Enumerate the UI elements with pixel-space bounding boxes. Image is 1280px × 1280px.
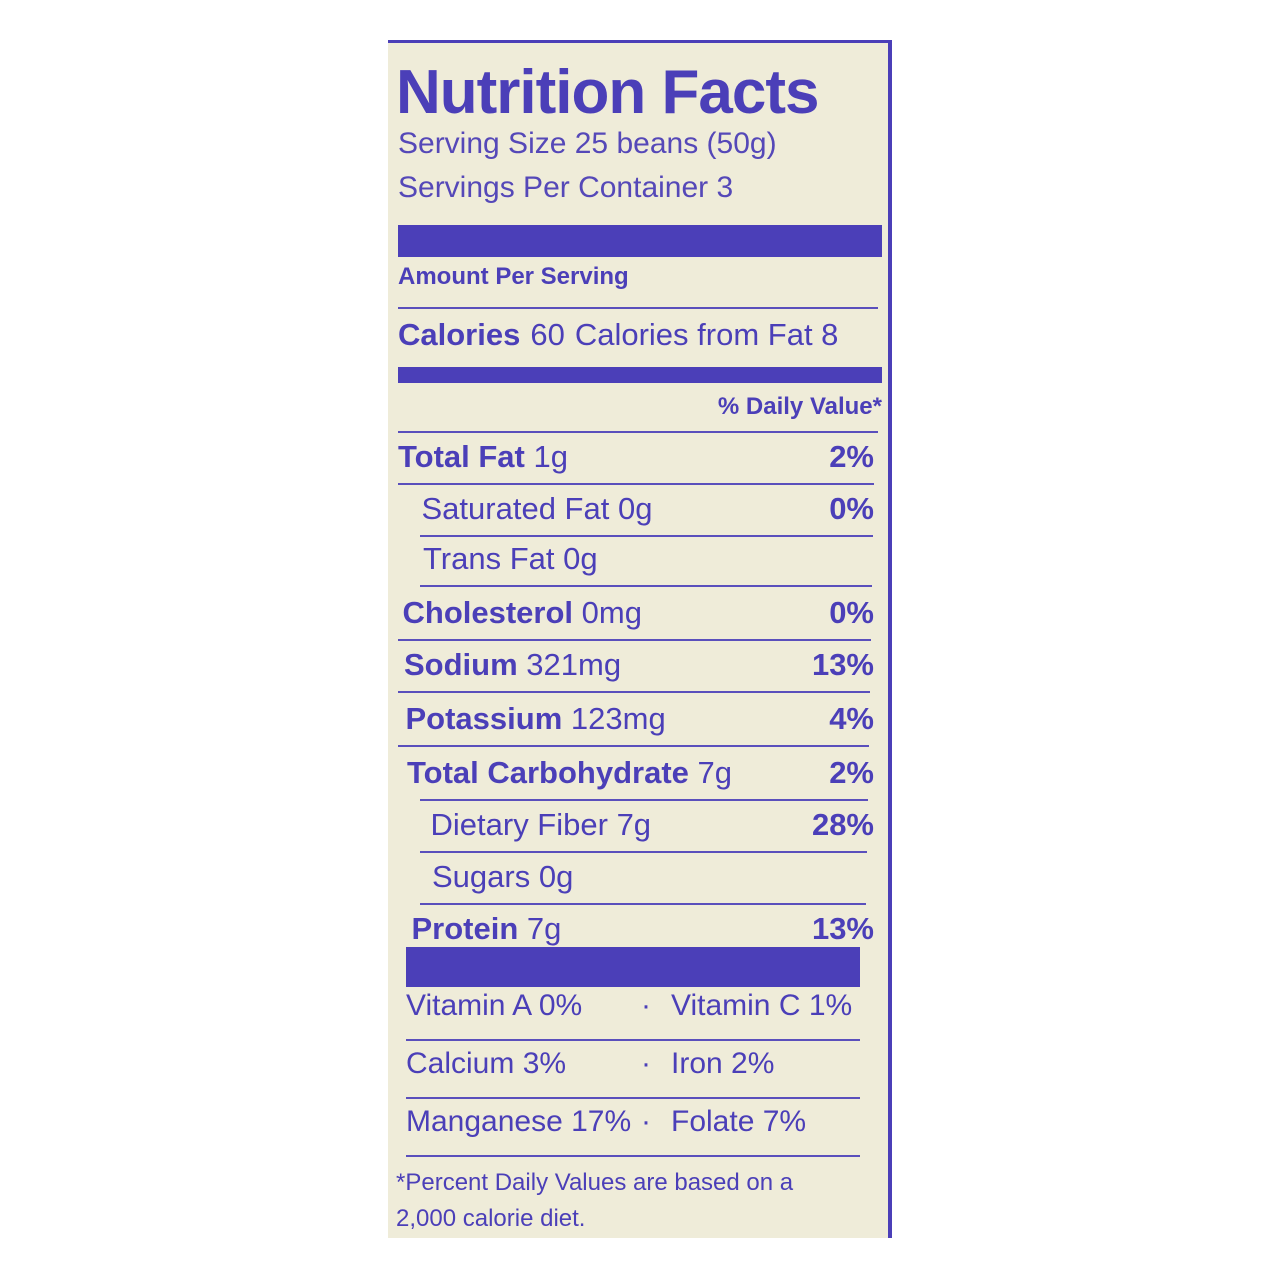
- nutrient-row: Potassium 123mg 4%: [406, 701, 875, 737]
- nutrient-name-amount: Total Fat 1g: [398, 439, 568, 475]
- thick-divider: [398, 225, 882, 257]
- nutrient-amount: 321mg: [526, 647, 622, 682]
- footnote-line: 2,000 calorie diet.: [396, 1205, 586, 1232]
- nutrient-name: Sugars: [432, 859, 531, 894]
- thick-divider: [406, 947, 860, 987]
- amount-per-serving: Amount Per Serving: [398, 263, 629, 290]
- nutrient-amount: 0mg: [581, 595, 642, 630]
- serving-size: Serving Size 25 beans (50g): [398, 127, 777, 160]
- separator-dot: ·: [641, 1047, 651, 1080]
- servings-per-container: Servings Per Container 3: [398, 171, 734, 204]
- nutrient-name-amount: Potassium 123mg: [406, 701, 666, 737]
- nutrient-daily-value: 2%: [829, 755, 874, 790]
- vitamin-right: Folate 7%: [671, 1105, 807, 1138]
- nutrient-name-amount: Sodium 321mg: [404, 647, 621, 683]
- vitamin-row: Calcium 3% · Iron 2%: [406, 1047, 868, 1081]
- nutrient-daily-value: 4%: [829, 701, 874, 736]
- nutrient-row: Sugars 0g: [410, 859, 874, 895]
- nutrient-daily-value: 13%: [811, 911, 874, 946]
- label-title: Nutrition Facts: [396, 58, 819, 127]
- nutrient-amount: 0g: [538, 859, 574, 894]
- calories-row: Calories 60 Calories from Fat 8: [398, 317, 874, 353]
- nutrient-row: Trans Fat 0g: [401, 541, 874, 577]
- divider: [406, 1039, 860, 1041]
- divider: [406, 1155, 860, 1157]
- divider: [398, 307, 878, 309]
- nutrient-name: Saturated Fat: [421, 491, 610, 526]
- nutrient-name-amount: Cholesterol 0mg: [403, 595, 642, 631]
- nutrient-amount: 7g: [526, 911, 562, 946]
- vitamin-row: Vitamin A 0% · Vitamin C 1%: [406, 989, 868, 1023]
- nutrient-amount: 0g: [563, 541, 598, 576]
- nutrient-name-amount: Trans Fat 0g: [423, 541, 598, 577]
- nutrient-name: Total Fat: [398, 439, 525, 474]
- nutrient-name: Sodium: [404, 647, 518, 682]
- nutrient-name: Protein: [411, 911, 519, 946]
- calories-from-fat: Calories from Fat 8: [574, 317, 839, 352]
- nutrient-daily-value: 2%: [829, 439, 874, 474]
- nutrient-daily-value: 13%: [811, 647, 874, 682]
- nutrient-daily-value: 0%: [829, 595, 874, 630]
- divider: [398, 639, 871, 641]
- nutrient-row: Dietary Fiber 7g 28%: [409, 807, 875, 843]
- vitamin-left: Vitamin A 0%: [406, 989, 583, 1022]
- nutrition-facts-label: Nutrition Facts Serving Size 25 beans (5…: [388, 40, 892, 1238]
- divider: [420, 535, 873, 537]
- divider: [420, 903, 866, 905]
- vitamin-right: Iron 2%: [671, 1047, 775, 1080]
- footnote: *Percent Daily Values are based on a 2,0…: [396, 1165, 793, 1237]
- divider: [420, 585, 872, 587]
- nutrient-daily-value: 28%: [811, 807, 874, 842]
- nutrient-amount: 7g: [616, 807, 652, 842]
- vitamin-left: Calcium 3%: [406, 1047, 567, 1080]
- nutrient-row: Cholesterol 0mg 0%: [403, 595, 875, 631]
- nutrient-name: Cholesterol: [402, 595, 574, 630]
- divider: [398, 691, 870, 693]
- vitamin-left: Manganese 17%: [406, 1105, 632, 1138]
- divider: [398, 431, 878, 433]
- separator-dot: ·: [641, 989, 651, 1022]
- nutrient-name-amount: Dietary Fiber 7g: [431, 807, 652, 843]
- divider: [420, 851, 867, 853]
- nutrient-amount: 7g: [697, 755, 733, 790]
- nutrient-row: Total Carbohydrate 7g 2%: [407, 755, 874, 791]
- vitamin-row: Manganese 17% · Folate 7%: [406, 1105, 868, 1139]
- separator-dot: ·: [641, 1105, 651, 1138]
- nutrient-row: Total Fat 1g 2%: [398, 439, 874, 475]
- nutrient-daily-value: 0%: [829, 491, 874, 526]
- divider: [420, 799, 868, 801]
- divider: [398, 483, 874, 485]
- nutrient-name: Trans Fat: [423, 541, 555, 576]
- nutrient-name-amount: Protein 7g: [412, 911, 562, 947]
- nutrient-name-amount: Saturated Fat 0g: [422, 491, 653, 527]
- nutrient-amount: 123mg: [570, 701, 666, 736]
- nutrient-name-amount: Sugars 0g: [432, 859, 573, 895]
- divider: [406, 1097, 860, 1099]
- nutrient-amount: 1g: [533, 439, 568, 474]
- nutrient-amount: 0g: [617, 491, 653, 526]
- calories-label: Calories: [398, 317, 521, 352]
- footnote-line: *Percent Daily Values are based on a: [396, 1169, 794, 1196]
- nutrient-name: Potassium: [405, 701, 563, 736]
- nutrient-row: Saturated Fat 0g 0%: [400, 491, 875, 527]
- medium-divider: [398, 367, 882, 383]
- vitamin-right: Vitamin C 1%: [671, 989, 853, 1022]
- nutrient-name: Total Carbohydrate: [407, 755, 689, 790]
- nutrient-row: Protein 7g 13%: [412, 911, 875, 947]
- calories-value: 60: [530, 317, 565, 352]
- nutrient-name: Dietary Fiber: [430, 807, 608, 842]
- divider: [398, 745, 869, 747]
- nutrient-row: Sodium 321mg 13%: [404, 647, 874, 683]
- daily-value-header: % Daily Value*: [717, 393, 882, 420]
- nutrient-name-amount: Total Carbohydrate 7g: [407, 755, 732, 791]
